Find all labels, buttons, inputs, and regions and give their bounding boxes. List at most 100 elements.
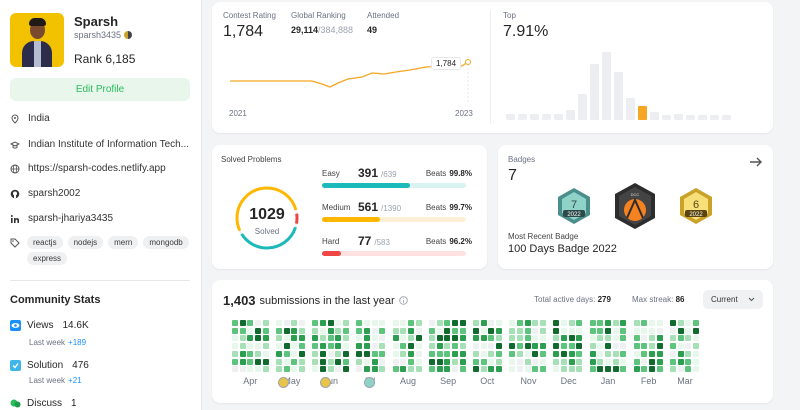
heatmap-cell[interactable]: [364, 320, 370, 326]
heatmap-cell[interactable]: [408, 366, 414, 373]
heatmap-cell[interactable]: [472, 358, 479, 365]
heatmap-cell[interactable]: [488, 358, 495, 365]
heatmap-cell[interactable]: [299, 366, 306, 373]
distribution-bar[interactable]: [674, 114, 683, 120]
solved-progress-ring[interactable]: [234, 185, 300, 251]
heatmap-cell[interactable]: [656, 358, 663, 365]
heatmap-cell[interactable]: [589, 327, 596, 334]
heatmap-cell[interactable]: [509, 366, 516, 373]
heatmap-cell[interactable]: [685, 358, 692, 365]
heatmap-cell[interactable]: [262, 358, 269, 365]
heatmap-cell[interactable]: [656, 343, 663, 350]
heatmap-cell[interactable]: [677, 350, 684, 357]
heatmap-cell[interactable]: [428, 343, 435, 350]
heatmap-cell[interactable]: [444, 320, 451, 326]
heatmap-cell[interactable]: [459, 358, 466, 365]
heatmap-cell[interactable]: [283, 343, 290, 350]
distribution-bar[interactable]: [518, 114, 527, 120]
heatmap-cell[interactable]: [283, 358, 290, 365]
heatmap-cell[interactable]: [239, 366, 246, 373]
heatmap-cell[interactable]: [428, 320, 435, 326]
heatmap-cell[interactable]: [641, 358, 648, 365]
heatmap-cell[interactable]: [444, 358, 451, 365]
website-row[interactable]: https://sparsh-codes.netlify.app: [10, 163, 166, 174]
heatmap-cell[interactable]: [568, 343, 575, 350]
distribution-bar[interactable]: [686, 115, 695, 120]
rating-point[interactable]: [465, 59, 471, 65]
heatmap-cell[interactable]: [589, 343, 596, 350]
heatmap-cell[interactable]: [299, 320, 306, 326]
heatmap-cell[interactable]: [232, 335, 238, 342]
heatmap-cell[interactable]: [472, 343, 479, 350]
heatmap-cell[interactable]: [255, 366, 262, 373]
heatmap-cell[interactable]: [247, 343, 254, 350]
heatmap-cell[interactable]: [472, 366, 479, 373]
heatmap-cell[interactable]: [262, 327, 269, 334]
heatmap-cell[interactable]: [364, 335, 370, 342]
heatmap-cell[interactable]: [276, 350, 282, 357]
heatmap-cell[interactable]: [436, 320, 443, 326]
heatmap-cell[interactable]: [560, 327, 567, 334]
heatmap-cell[interactable]: [560, 366, 567, 373]
heatmap-cell[interactable]: [540, 343, 546, 350]
heatmap-cell[interactable]: [620, 366, 627, 373]
heatmap-cell[interactable]: [604, 358, 611, 365]
heatmap-cell[interactable]: [620, 327, 627, 334]
heatmap-cell[interactable]: [488, 366, 495, 373]
heatmap-cell[interactable]: [576, 366, 583, 373]
heatmap-cell[interactable]: [692, 358, 699, 365]
heatmap-cell[interactable]: [576, 350, 583, 357]
heatmap-cell[interactable]: [415, 366, 422, 373]
heatmap-cell[interactable]: [692, 327, 699, 334]
heatmap-cell[interactable]: [472, 327, 479, 334]
github-row[interactable]: sparsh2002: [10, 188, 80, 199]
heatmap-cell[interactable]: [247, 366, 254, 373]
heatmap-cell[interactable]: [356, 327, 363, 334]
heatmap-cell[interactable]: [568, 366, 575, 373]
heatmap-cell[interactable]: [356, 358, 363, 365]
heatmap-cell[interactable]: [641, 366, 648, 373]
heatmap-cell[interactable]: [379, 358, 386, 365]
heatmap-cell[interactable]: [291, 358, 298, 365]
heatmap-cell[interactable]: [509, 335, 516, 342]
heatmap-cell[interactable]: [488, 320, 495, 326]
heatmap-cell[interactable]: [335, 350, 342, 357]
heatmap-cell[interactable]: [656, 327, 663, 334]
heatmap-cell[interactable]: [371, 343, 378, 350]
heatmap-cell[interactable]: [532, 350, 539, 357]
heatmap-cell[interactable]: [516, 366, 523, 373]
heatmap-cell[interactable]: [685, 320, 692, 326]
heatmap-cell[interactable]: [343, 358, 350, 365]
heatmap-cell[interactable]: [408, 335, 414, 342]
heatmap-cell[interactable]: [532, 343, 539, 350]
heatmap-cell[interactable]: [692, 335, 699, 342]
heatmap-cell[interactable]: [312, 358, 319, 365]
heatmap-cell[interactable]: [597, 335, 604, 342]
heatmap-cell[interactable]: [255, 358, 262, 365]
heatmap-cell[interactable]: [356, 320, 363, 326]
heatmap-cell[interactable]: [633, 358, 640, 365]
heatmap-cell[interactable]: [291, 366, 298, 373]
heatmap-cell[interactable]: [496, 320, 502, 326]
heatmap-cell[interactable]: [452, 358, 458, 365]
heatmap-cell[interactable]: [669, 366, 676, 373]
heatmap-cell[interactable]: [415, 358, 422, 365]
heatmap-cell[interactable]: [568, 327, 575, 334]
heatmap-cell[interactable]: [459, 320, 466, 326]
heatmap-cell[interactable]: [669, 343, 676, 350]
heatmap-cell[interactable]: [452, 350, 458, 357]
heatmap-cell[interactable]: [685, 350, 692, 357]
heatmap-cell[interactable]: [343, 327, 350, 334]
heatmap-cell[interactable]: [612, 320, 619, 326]
heatmap-badge-icon[interactable]: [320, 377, 331, 388]
heatmap-cell[interactable]: [472, 350, 479, 357]
heatmap-cell[interactable]: [408, 350, 414, 357]
heatmap-cell[interactable]: [320, 358, 326, 365]
heatmap-cell[interactable]: [415, 350, 422, 357]
info-icon[interactable]: [398, 296, 408, 305]
heatmap-cell[interactable]: [633, 335, 640, 342]
heatmap-cell[interactable]: [415, 320, 422, 326]
heatmap-cell[interactable]: [597, 327, 604, 334]
heatmap-cell[interactable]: [262, 366, 269, 373]
heatmap-cell[interactable]: [692, 366, 699, 373]
